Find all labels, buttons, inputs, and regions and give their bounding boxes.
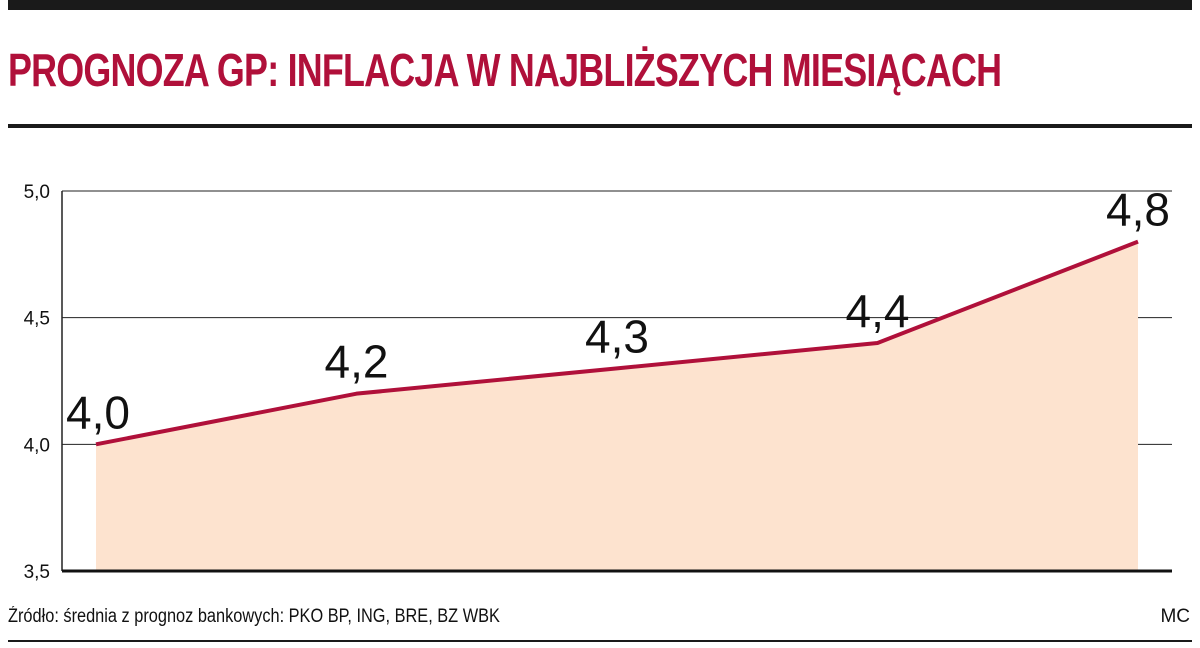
author-credit: MC [1160,606,1190,627]
data-label: 4,3 [585,310,649,362]
chart-title: PROGNOZA GP: INFLACJA W NAJBLIŻSZYCH MIE… [8,44,1002,96]
data-label: 4,2 [325,336,389,388]
data-label: 4,8 [1106,184,1170,236]
top-bar [8,0,1192,10]
title-rule [8,124,1192,128]
y-tick-label: 4,0 [24,435,50,456]
data-label: 4,4 [846,285,910,337]
y-tick-label: 3,5 [24,562,50,583]
y-tick-label: 5,0 [24,182,50,203]
y-tick-labels: 3,5 4,0 4,5 5,0 [24,182,50,583]
footer-rule [8,640,1192,642]
y-tick-label: 4,5 [24,309,50,330]
source-note: Źródło: średnia z prognoz bankowych: PKO… [8,606,500,627]
data-label: 4,0 [66,386,130,438]
data-labels: 4,0 4,2 4,3 4,4 4,8 [66,184,1170,439]
series-line [95,239,1139,447]
area-fill [96,241,1138,571]
